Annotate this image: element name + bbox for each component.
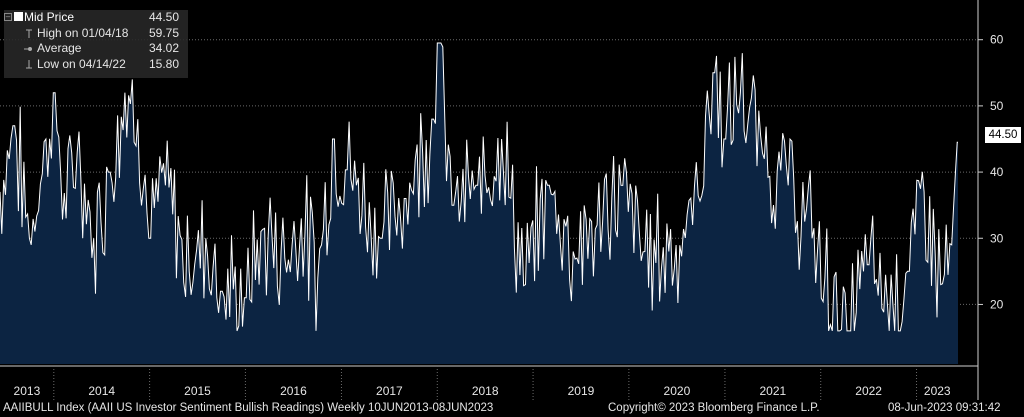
ytick-label-30: 30: [990, 231, 1004, 245]
series-swatch-icon: [14, 12, 23, 21]
low-marker-icon: [26, 59, 32, 68]
collapse-icon[interactable]: –: [4, 12, 12, 21]
high-marker-icon: [26, 29, 32, 38]
xtick-label-2021: 2021: [759, 384, 786, 398]
average-line-icon: [24, 47, 32, 51]
footer-copyright: Copyright© 2023 Bloomberg Finance L.P.: [608, 402, 820, 414]
legend-low-label: Low on 04/14/22: [37, 56, 126, 71]
xtick-label-2019: 2019: [568, 384, 595, 398]
xtick-label-2023: 2023: [924, 384, 951, 398]
xtick-label-2014: 2014: [88, 384, 115, 398]
y-axis-ticks: 20 30 40 50 60: [978, 33, 1004, 311]
xtick-label-2013: 2013: [14, 384, 41, 398]
xtick-label-2015: 2015: [184, 384, 211, 398]
legend-row-high: High on 01/04/18 59.75: [4, 26, 188, 42]
legend-average-label: Average: [37, 41, 82, 55]
legend-row-average: Average 34.02: [4, 41, 188, 57]
xtick-label-2018: 2018: [472, 384, 499, 398]
series-line: [0, 42, 958, 332]
ytick-label-60: 60: [990, 33, 1004, 47]
legend-title-value: 44.50: [149, 10, 180, 24]
legend-title: Mid Price: [24, 10, 75, 24]
x-axis-ticks: 2013 2014 2015 2016 2017 2018 2019 2020 2021 2022…: [14, 366, 951, 400]
xtick-label-2017: 2017: [376, 384, 403, 398]
series-area: [0, 43, 958, 364]
legend-box: – Mid Price 44.50 High on 01/04/18 59.75…: [4, 10, 188, 78]
legend-average-value: 34.02: [149, 41, 180, 55]
ytick-label-40: 40: [990, 165, 1004, 179]
footer-ticker: AAIIBULL Index (AAII US Investor Sentime…: [3, 402, 494, 414]
footer-timestamp: 08-Jun-2023 09:31:42: [888, 402, 1001, 414]
footer-bar: AAIIBULL Index (AAII US Investor Sentime…: [0, 400, 1024, 417]
xtick-label-2022: 2022: [855, 384, 882, 398]
ytick-label-20: 20: [990, 297, 1004, 311]
ytick-label-50: 50: [990, 99, 1004, 113]
axes: [0, 0, 979, 400]
legend-high-label: High on 01/04/18: [37, 25, 129, 40]
last-value-tag: 44.50: [985, 127, 1021, 143]
legend-row-low: Low on 04/14/22 15.80: [4, 57, 188, 73]
legend-row-main: – Mid Price 44.50: [4, 10, 188, 26]
xtick-label-2020: 2020: [664, 384, 691, 398]
legend-low-value: 15.80: [149, 56, 180, 71]
legend-high-value: 59.75: [149, 25, 180, 40]
xtick-label-2016: 2016: [280, 384, 307, 398]
